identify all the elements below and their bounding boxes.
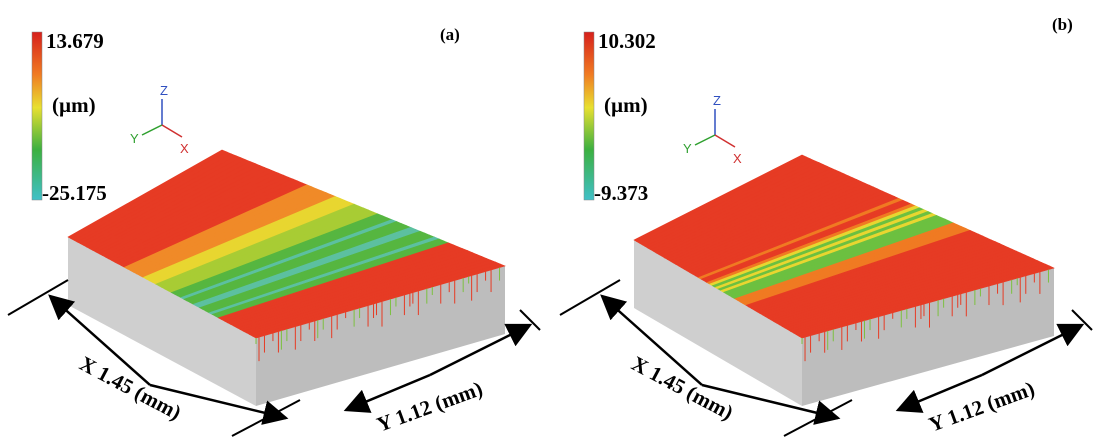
y-dimension-arrow [981, 323, 1085, 377]
triad-z-label: Z [713, 93, 721, 108]
surface-strip [252, 263, 506, 339]
block-side [634, 240, 802, 406]
colorbar-max: 13.679 [46, 29, 104, 53]
y-dimension-arrow [895, 373, 983, 413]
y-dimension-label: Y 1.12 (mm) [926, 376, 1038, 436]
dimension-extension [559, 279, 621, 316]
dimension-extension [7, 279, 69, 316]
block-side [68, 237, 256, 406]
panel-label: (b) [1052, 15, 1073, 34]
y-dimension-label: Y 1.12 (mm) [374, 376, 486, 436]
panel-label: (a) [440, 25, 460, 44]
colorbar-min: -9.373 [594, 181, 648, 205]
y-dimension-arrow [429, 323, 533, 377]
triad-x [714, 134, 736, 148]
colorbar-max: 10.302 [598, 29, 656, 53]
block-side [802, 268, 1054, 406]
triad-y-label: Y [683, 141, 692, 156]
colorbar [31, 31, 43, 201]
triad-x [161, 124, 183, 138]
x-dimension-label: X 1.45 (mm) [628, 351, 738, 424]
panel: 13.679 (µm) -25.175 (a) Z Y X X 1.45 (mm) Y 1.12… [7, 25, 541, 437]
triad-y [141, 124, 163, 136]
colorbar-min: -25.175 [42, 181, 107, 205]
x-dimension-arrow [600, 294, 703, 386]
dimension-extension [783, 399, 853, 437]
dimension-extension [231, 399, 301, 437]
y-dimension-arrow [343, 373, 431, 413]
x-dimension-arrow [48, 294, 151, 386]
triad-x-label: X [733, 151, 742, 166]
triad-x-label: X [180, 141, 189, 156]
x-dimension-arrow [701, 383, 841, 425]
x-dimension-arrow [149, 383, 289, 425]
dimension-extension [1071, 309, 1093, 331]
block-side [256, 266, 505, 406]
colorbar-unit: (µm) [52, 93, 96, 117]
triad-y-label: Y [130, 131, 139, 146]
colorbar-unit: (µm) [604, 93, 648, 117]
triad-z-label: Z [160, 83, 168, 98]
x-dimension-label: X 1.45 (mm) [76, 351, 186, 424]
colorbar [583, 31, 595, 201]
dimension-extension [519, 309, 541, 331]
panel: 10.302 (µm) -9.373 (b) Z Y X X 1.45 (mm) Y 1.12 … [559, 15, 1093, 437]
triad-y [694, 134, 716, 146]
surface-strip [798, 265, 1055, 339]
